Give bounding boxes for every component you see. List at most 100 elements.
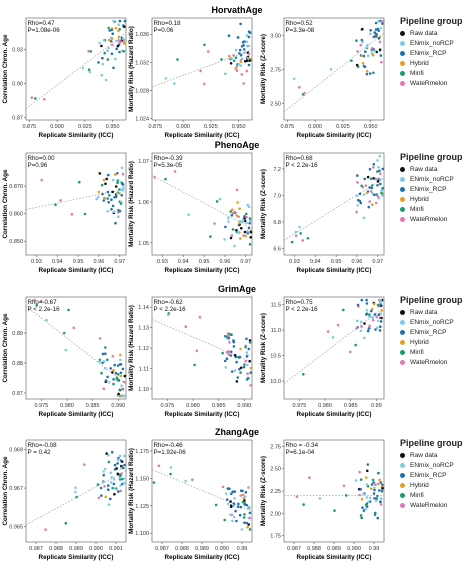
scatter-point [230,234,234,237]
scatter-point [359,329,363,333]
scatter-point [59,199,62,202]
scatter-point [119,394,123,398]
scatter-point [236,505,240,509]
scatter-point [104,379,108,382]
scatter-point [152,481,156,484]
scatter-point [243,40,246,43]
scatter-point [33,298,36,302]
scatter-point [62,331,66,335]
scatter-point [176,58,179,61]
scatter-point [360,298,364,302]
scatter-point [248,528,252,531]
scatter-point [366,463,370,466]
scatter-point [229,350,233,354]
scatter-point [123,454,126,458]
scatter-point [245,521,249,525]
panel-grimage-3: 0.975 0.980 0.985 0.99 10.0 10.5 11.0 11.5 Repli… [260,296,385,418]
scatter-point [87,49,90,53]
scatter-point [232,59,236,63]
legend-swatch [400,80,405,86]
scatter-point [366,175,370,179]
scatter-point [378,154,382,158]
scatter-point [98,41,101,45]
scatter-point [239,505,243,509]
x-axis-label: Replicate Similarity (ICC) [165,132,240,139]
scatter-point [104,346,107,349]
scatter-point [229,62,233,65]
y-tick-label: 1.11 [139,366,149,372]
x-tick-label: 0.980 [60,403,74,409]
scatter-point [244,234,247,238]
scatter-point [239,64,242,67]
scatter-point [106,58,110,61]
scatter-point [377,313,381,317]
legend-swatch [400,30,405,36]
scatter-point [354,479,358,482]
scatter-point [229,210,232,213]
y-axis-label: Mortality Risk (Hazard Ratio) [128,448,135,534]
scatter-point [229,500,232,503]
scatter-point [377,489,381,492]
scatter-point [111,354,115,358]
scatter-point [121,37,125,41]
scatter-point [238,513,242,517]
legend-swatch [400,359,405,365]
rho-label: Rho=-0.62 [154,299,184,306]
scatter-point [302,503,305,506]
scatter-point [295,495,299,499]
scatter-point [238,52,241,55]
scatter-point [118,50,121,54]
scatter-point [247,486,250,489]
scatter-point [107,503,111,506]
y-tick-label: 0.969 [9,448,23,454]
p-value-label: P < 2.2e-16 [154,306,187,313]
scatter-point [117,29,120,33]
scatter-point [111,486,114,490]
legend-label: ENmix_RCP [410,472,447,479]
scatter-point [229,505,233,509]
y-tick-label: 1.07 [138,159,149,165]
scatter-point [294,234,298,237]
scatter-point [116,181,119,184]
legend-label: Raw data [410,166,438,173]
trend-line [25,188,127,210]
scatter-point [376,494,379,498]
scatter-point [206,50,210,53]
scatter-point [243,230,247,234]
x-axis-label: Replicate Similarity (ICC) [165,411,240,418]
scatter-point [378,48,382,51]
scatter-point [112,210,116,213]
scatter-point [105,177,108,181]
scatter-point [209,235,212,238]
scatter-point [377,19,380,23]
scatter-point [122,40,126,43]
legend-swatch [400,206,405,212]
scatter-point [117,39,121,42]
y-tick-label: 0.850 [9,239,23,245]
legend-swatch [400,186,405,192]
scatter-point [115,192,119,195]
scatter-point [368,186,372,189]
scatter-point [83,463,86,466]
x-tick-label: 0.900 [50,124,64,130]
scatter-point [110,37,114,40]
plot-area [25,152,127,256]
y-axis-label: Mortality Risk (Hazard Ratio) [128,305,135,391]
legend-label: Raw data [410,30,438,37]
scatter-point [97,496,101,500]
scatter-point [100,494,103,497]
y-axis-label: Mortality Risk (Z-score) [260,313,267,383]
scatter-point [184,479,187,483]
scatter-point [249,219,252,223]
scatter-point [100,44,103,48]
scatter-point [373,35,377,38]
scatter-point [245,216,248,219]
scatter-point [372,163,376,166]
scatter-point [223,518,226,522]
y-tick-label: 0.90 [12,82,23,88]
scatter-point [306,237,310,240]
scatter-point [74,490,77,494]
scatter-point [380,189,383,192]
scatter-point [370,309,373,313]
scatter-point [113,463,117,467]
